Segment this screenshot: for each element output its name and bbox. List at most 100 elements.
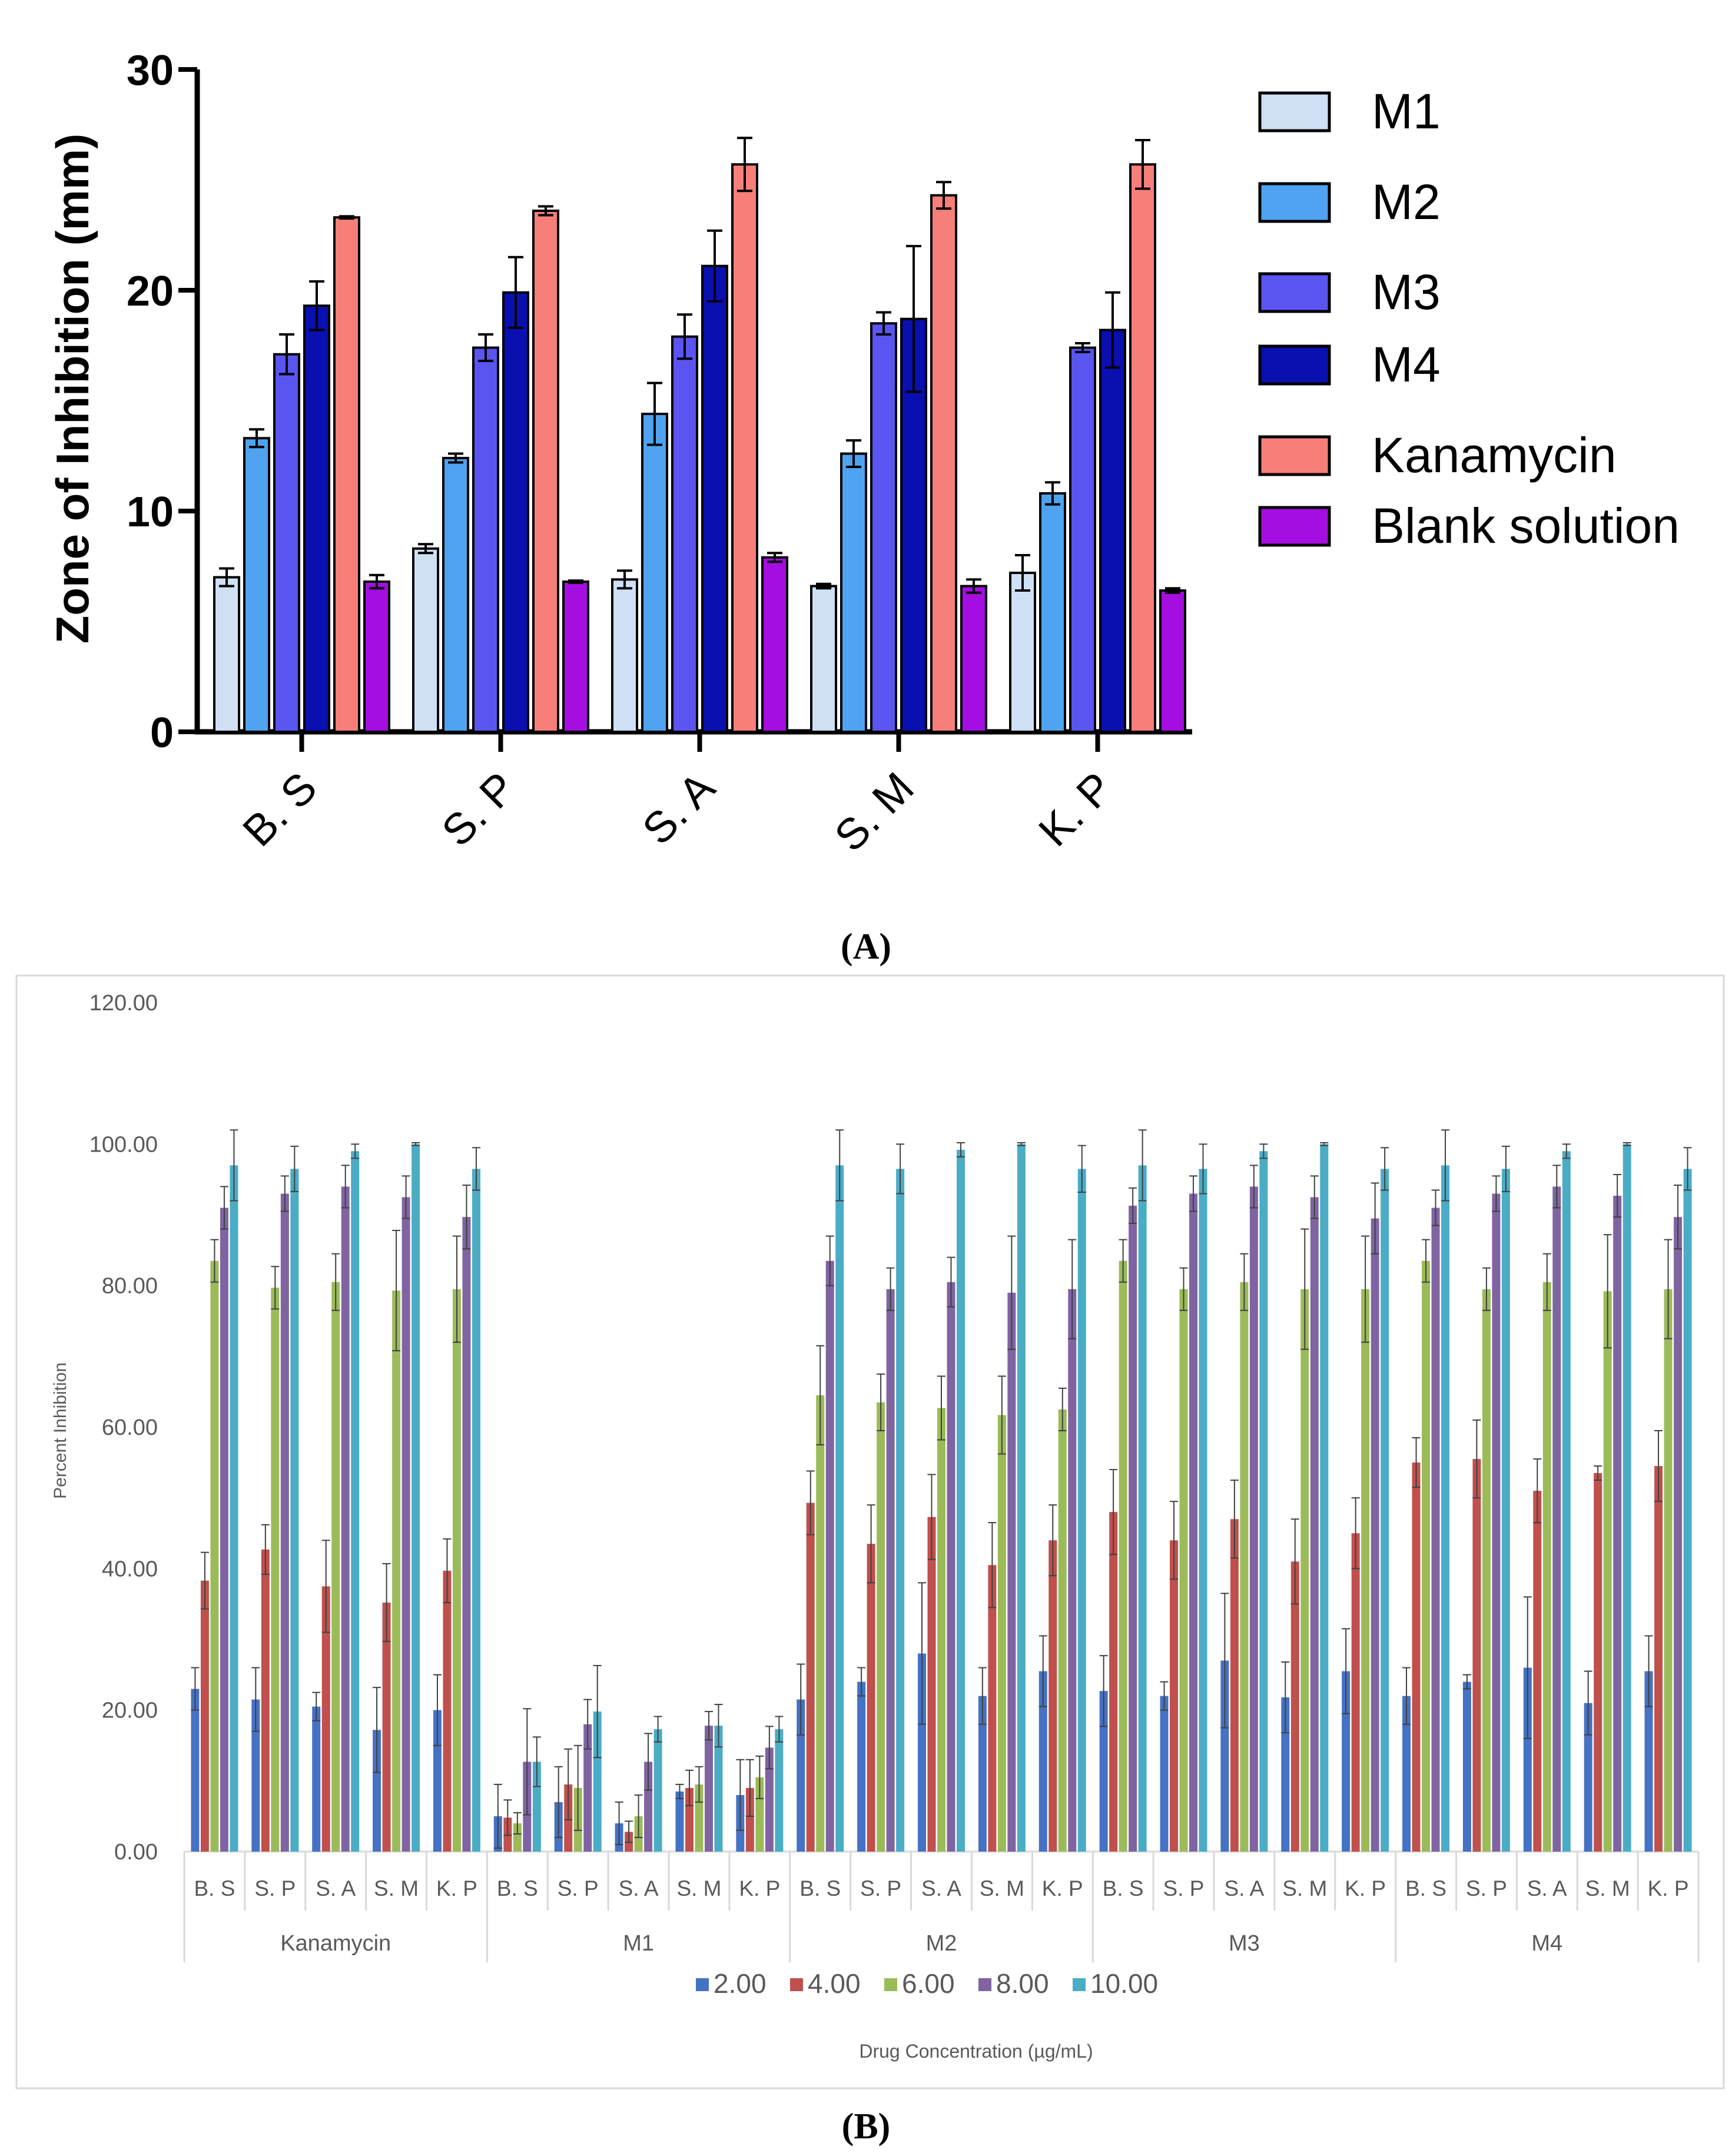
chart-a-legend-swatch <box>1258 506 1331 547</box>
chart-a-legend-swatch <box>1258 435 1331 476</box>
chart-b-bar-4-00 <box>1230 1519 1239 1852</box>
chart-b-bar-10-00 <box>593 1711 602 1852</box>
chart-b-y-tick-label: 60.00 <box>102 1415 158 1440</box>
chart-a-bar-m4 <box>1099 329 1126 733</box>
chart-b-legend-label: 8.00 <box>996 1968 1049 1999</box>
chart-b-bar-10-00 <box>532 1762 541 1852</box>
chart-b-bar-4-00 <box>806 1502 815 1852</box>
chart-b-legend-label: 10.00 <box>1090 1968 1158 1999</box>
chart-a-bar-m1 <box>412 547 439 733</box>
chart-b-bar-10-00 <box>1017 1144 1026 1852</box>
chart-b-bar-4-00 <box>321 1586 330 1852</box>
chart-a-legend-swatch <box>1258 91 1331 132</box>
chart-b-category-label: S. M <box>1282 1876 1327 1900</box>
chart-b-bar-8-00 <box>1068 1289 1077 1852</box>
chart-a-legend-swatch <box>1258 272 1331 313</box>
chart-b-group-label: M1 <box>623 1931 654 1956</box>
chart-b-bar-2-00 <box>251 1699 260 1852</box>
chart-b-bar-8-00 <box>1310 1197 1319 1852</box>
chart-b-bar-4-00 <box>1594 1473 1602 1852</box>
chart-b-bar-4-00 <box>1049 1540 1057 1852</box>
chart-a-bar-m2 <box>840 452 867 733</box>
chart-b-bar-8-00 <box>1431 1208 1440 1852</box>
chart-a-bar-m2 <box>442 457 469 733</box>
chart-b-ticks: 0.00 20.00 40.00 60.00 80.00 100.00 120.00 Kana… <box>89 991 1689 1956</box>
chart-b-bar-2-00 <box>857 1681 866 1852</box>
chart-b-bar-6-00 <box>937 1408 945 1852</box>
chart-b-bar-8-00 <box>1249 1186 1258 1852</box>
chart-b-bar-8-00 <box>644 1762 653 1852</box>
chart-b-bar-4-00 <box>443 1570 452 1852</box>
chart-b-bar-6-00 <box>452 1289 461 1852</box>
chart-b-category-label: K. P <box>436 1876 477 1900</box>
chart-b-category-label: S. A <box>921 1876 961 1900</box>
chart-b-category-label: S. P <box>860 1876 901 1900</box>
chart-b-category-label: S. A <box>619 1876 659 1900</box>
chart-b-bar-10-00 <box>775 1729 784 1852</box>
chart-a-legend: M1 M2 M3 M4 Kanamycin Blank solution <box>1258 84 1680 553</box>
chart-b-y-tick-label: 120.00 <box>89 991 158 1016</box>
chart-b-y-tick-label: 80.00 <box>102 1274 158 1299</box>
chart-b-category-label: K. P <box>739 1876 780 1900</box>
chart-b-bar-10-00 <box>412 1144 420 1852</box>
chart-a-bar-blank-solution <box>761 556 788 733</box>
chart-b-bar-10-00 <box>351 1151 360 1852</box>
chart-b-bar-10-00 <box>957 1149 965 1852</box>
chart-b-y-axis-title: Percent Inhibition <box>51 1362 70 1499</box>
chart-b-bar-4-00 <box>382 1603 391 1852</box>
chart-b-bar-4-00 <box>1109 1512 1118 1852</box>
chart-b-bar-8-00 <box>1552 1186 1561 1852</box>
chart-b-legend-swatch <box>696 1978 709 1991</box>
chart-b-bar-6-00 <box>271 1288 280 1852</box>
chart-b-bar-2-00 <box>1644 1671 1653 1852</box>
chart-a-y-tick-label: 20 <box>127 268 174 315</box>
chart-b-bar-10-00 <box>1562 1151 1571 1852</box>
chart-b-bar-6-00 <box>1119 1261 1127 1852</box>
chart-b-bar-4-00 <box>1533 1491 1542 1852</box>
chart-a-bar-m3 <box>870 322 897 733</box>
chart-b-bar-4-00 <box>685 1787 694 1852</box>
chart-b-bar-8-00 <box>947 1282 955 1852</box>
chart-b-bar-4-00 <box>1654 1466 1663 1852</box>
chart-b-bar-8-00 <box>1492 1193 1501 1852</box>
chart-b-bar-6-00 <box>877 1402 885 1852</box>
chart-b-bar-6-00 <box>1179 1289 1188 1852</box>
chart-b-category-label: K. P <box>1648 1876 1689 1900</box>
chart-b-bar-8-00 <box>341 1186 350 1852</box>
chart-a-bar-m1 <box>810 585 837 733</box>
chart-b-category-label: K. P <box>1042 1876 1083 1900</box>
chart-b-bar-6-00 <box>695 1784 704 1852</box>
chart-b-category-label: S. M <box>374 1876 419 1900</box>
chart-b-bar-2-00 <box>797 1699 805 1852</box>
chart-b-bar-10-00 <box>714 1726 723 1852</box>
chart-b-legend-swatch <box>978 1978 991 1991</box>
chart-a-bar-m4 <box>502 291 529 733</box>
chart-b-bar-8-00 <box>1613 1196 1622 1852</box>
chart-b-bar-4-00 <box>1290 1561 1299 1852</box>
chart-b-bar-6-00 <box>1482 1289 1491 1852</box>
chart-b-x-axis-title: Drug Concentration (µg/mL) <box>859 2041 1093 2062</box>
chart-b-bar-6-00 <box>1240 1282 1249 1852</box>
panel-b-label: (B) <box>842 2107 891 2147</box>
chart-b-bar-10-00 <box>1138 1165 1147 1852</box>
chart-b-bar-2-00 <box>373 1730 381 1852</box>
chart-b-legend-swatch <box>1073 1978 1086 1991</box>
chart-b-bar-8-00 <box>220 1208 228 1852</box>
chart-b-group-label: Kanamycin <box>280 1931 391 1956</box>
chart-b-legend: 2.00 4.00 6.00 8.00 10.00 <box>696 1968 1158 1999</box>
chart-b-category-label: S. P <box>254 1876 296 1900</box>
chart-b-bar-10-00 <box>1501 1169 1510 1852</box>
chart-b-bar-2-00 <box>1523 1667 1532 1852</box>
chart-b-legend-label: 6.00 <box>902 1968 955 1999</box>
chart-b-bar-8-00 <box>1189 1193 1198 1852</box>
chart-b-group-label: M3 <box>1229 1931 1260 1956</box>
chart-b-bar-10-00 <box>653 1729 662 1852</box>
chart-b-bar-10-00 <box>1077 1169 1086 1852</box>
chart-b-bar-2-00 <box>1220 1660 1229 1852</box>
chart-b-bar-8-00 <box>1129 1205 1137 1852</box>
chart-a-legend-label: M3 <box>1372 264 1441 320</box>
chart-b-error-bars <box>191 1129 1692 1849</box>
chart-b-bar-8-00 <box>704 1726 713 1852</box>
chart-b-group-label: M4 <box>1531 1931 1562 1956</box>
